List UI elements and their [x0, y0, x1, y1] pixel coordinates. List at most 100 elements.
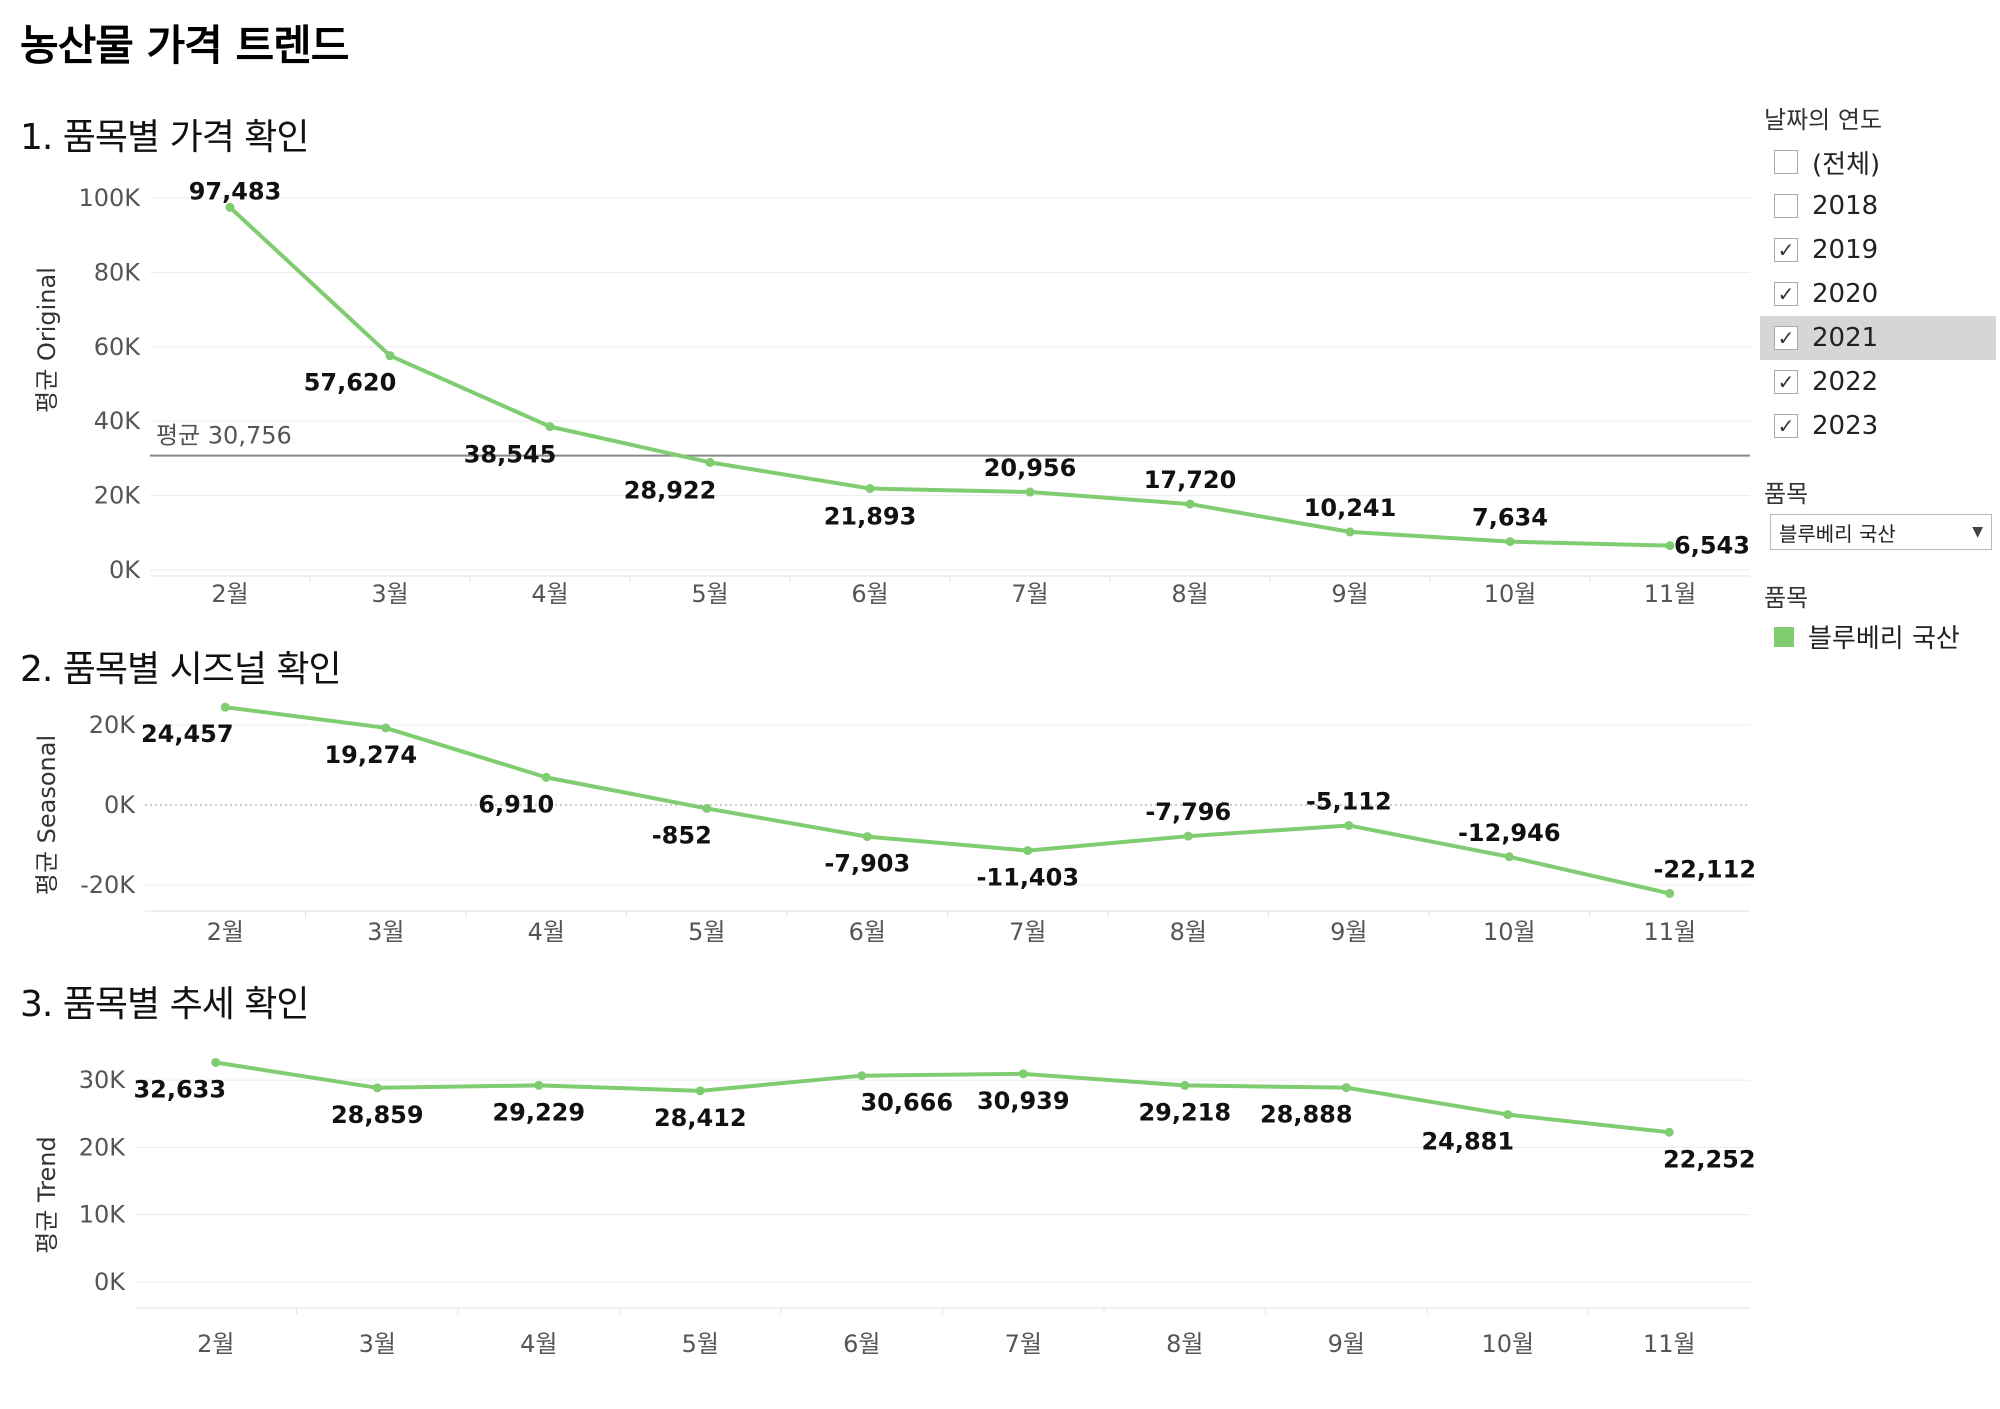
data-point[interactable] — [702, 803, 712, 813]
x-tick-label: 7월 — [1011, 580, 1048, 608]
x-tick-label: 9월 — [1331, 580, 1368, 608]
data-label: 24,457 — [141, 720, 234, 748]
data-label: -5,112 — [1306, 787, 1392, 815]
year-option-2019[interactable]: ✓ 2019 — [1760, 228, 1996, 272]
checkbox[interactable]: ✓ — [1774, 414, 1798, 438]
x-tick-label: 6월 — [851, 580, 888, 608]
data-point[interactable] — [695, 1086, 705, 1096]
year-option-2022[interactable]: ✓ 2022 — [1760, 360, 1996, 404]
checkbox[interactable] — [1774, 194, 1798, 218]
y-tick-label: 0K — [104, 791, 136, 819]
data-point[interactable] — [541, 772, 551, 782]
chevron-down-icon: ▼ — [1972, 524, 1983, 540]
data-point[interactable] — [1665, 541, 1675, 551]
data-point[interactable] — [1023, 846, 1033, 856]
year-option-2021[interactable]: ✓ 2021 — [1760, 316, 1996, 360]
data-point[interactable] — [1505, 537, 1515, 547]
y-tick-label: -20K — [80, 871, 136, 899]
data-label: 21,893 — [824, 503, 917, 531]
x-tick-label: 8월 — [1166, 1330, 1203, 1358]
item-filter-heading: 품목 — [1764, 480, 1809, 508]
x-tick-label: 7월 — [1009, 918, 1046, 946]
section-title-trend: 3. 품목별 추세 확인 — [20, 984, 310, 1025]
series-line — [228, 205, 1671, 548]
x-tick-label: 5월 — [682, 1330, 719, 1358]
year-option-2020[interactable]: ✓ 2020 — [1760, 272, 1996, 316]
x-tick-label: 9월 — [1328, 1330, 1365, 1358]
data-label: 29,229 — [492, 1098, 585, 1126]
y-tick-label: 0K — [94, 1268, 126, 1296]
data-label: -12,946 — [1458, 819, 1561, 847]
data-label: 28,888 — [1260, 1101, 1353, 1129]
year-option-2023[interactable]: ✓ 2023 — [1760, 404, 1996, 448]
data-point[interactable] — [857, 1071, 867, 1081]
data-point[interactable] — [1185, 499, 1195, 509]
y-tick-label: 10K — [79, 1201, 127, 1229]
data-point[interactable] — [372, 1083, 382, 1093]
checkbox[interactable]: ✓ — [1774, 238, 1798, 262]
data-point[interactable] — [1665, 888, 1675, 898]
item-dropdown-value: 블루베리 국산 — [1779, 521, 1896, 546]
data-label: 30,939 — [977, 1087, 1070, 1115]
checkbox[interactable]: ✓ — [1774, 326, 1798, 350]
x-tick-label: 4월 — [520, 1330, 557, 1358]
data-point[interactable] — [705, 457, 715, 467]
data-label: -22,112 — [1653, 855, 1756, 883]
data-label: 97,483 — [189, 177, 282, 205]
y-tick-label: 20K — [94, 482, 142, 510]
data-label: 29,218 — [1138, 1098, 1231, 1126]
trend-line-chart: 30K 20K 10K 0K 2월 3월 4월 5월 6월 7월 8월 9월 10월 11월 평균 Tren… — [33, 1057, 1756, 1358]
data-point[interactable] — [1664, 1127, 1674, 1137]
data-point[interactable] — [385, 351, 395, 361]
data-point[interactable] — [1504, 852, 1514, 862]
data-point[interactable] — [865, 484, 875, 494]
year-option-전체[interactable]: (전체) — [1760, 140, 1996, 184]
data-point[interactable] — [1183, 831, 1193, 841]
x-tick-label: 10월 — [1483, 918, 1536, 946]
data-label: 10,241 — [1304, 494, 1397, 522]
data-point[interactable] — [1344, 820, 1354, 830]
checkbox[interactable]: ✓ — [1774, 370, 1798, 394]
x-tick-label: 8월 — [1170, 918, 1207, 946]
data-point[interactable] — [545, 422, 555, 432]
data-point[interactable] — [1341, 1083, 1351, 1093]
year-option-label: 2019 — [1812, 235, 1879, 265]
series-line — [224, 705, 1671, 896]
x-tick-label: 6월 — [849, 918, 886, 946]
year-option-label: 2020 — [1812, 279, 1879, 309]
data-point[interactable] — [534, 1080, 544, 1090]
checkbox[interactable]: ✓ — [1774, 282, 1798, 306]
data-label: 30,666 — [860, 1089, 953, 1117]
year-option-label: 2018 — [1812, 191, 1879, 221]
x-tick-label: 8월 — [1171, 580, 1208, 608]
y-tick-label: 40K — [94, 407, 142, 435]
data-point[interactable] — [1018, 1069, 1028, 1079]
year-option-2018[interactable]: 2018 — [1760, 184, 1996, 228]
data-point[interactable] — [1345, 527, 1355, 537]
data-point[interactable] — [862, 832, 872, 842]
data-point[interactable] — [381, 723, 391, 733]
data-point[interactable] — [211, 1057, 221, 1067]
data-point[interactable] — [225, 202, 235, 212]
y-tick-label: 20K — [89, 711, 137, 739]
x-tick-label: 2월 — [207, 918, 244, 946]
x-tick-label: 2월 — [211, 580, 248, 608]
item-dropdown[interactable]: 블루베리 국산 ▼ — [1770, 514, 1992, 550]
x-tick-label: 11월 — [1643, 918, 1696, 946]
y-tick-label: 0K — [109, 556, 141, 584]
data-label: -11,403 — [976, 864, 1079, 892]
data-point[interactable] — [220, 702, 230, 712]
data-label: -852 — [652, 821, 712, 849]
legend-item[interactable]: 블루베리 국산 — [1774, 618, 1996, 655]
data-label: 28,412 — [654, 1104, 747, 1132]
year-option-label: (전체) — [1812, 149, 1881, 180]
checkbox[interactable] — [1774, 150, 1798, 174]
data-point[interactable] — [1025, 487, 1035, 497]
data-label: 38,545 — [464, 441, 557, 469]
y-axis-title: 평균 Trend — [33, 1136, 61, 1253]
year-option-label: 2021 — [1812, 323, 1879, 353]
data-point[interactable] — [1180, 1080, 1190, 1090]
x-tick-label: 2월 — [197, 1330, 234, 1358]
data-point[interactable] — [1503, 1110, 1513, 1120]
x-tick-label: 7월 — [1005, 1330, 1042, 1358]
